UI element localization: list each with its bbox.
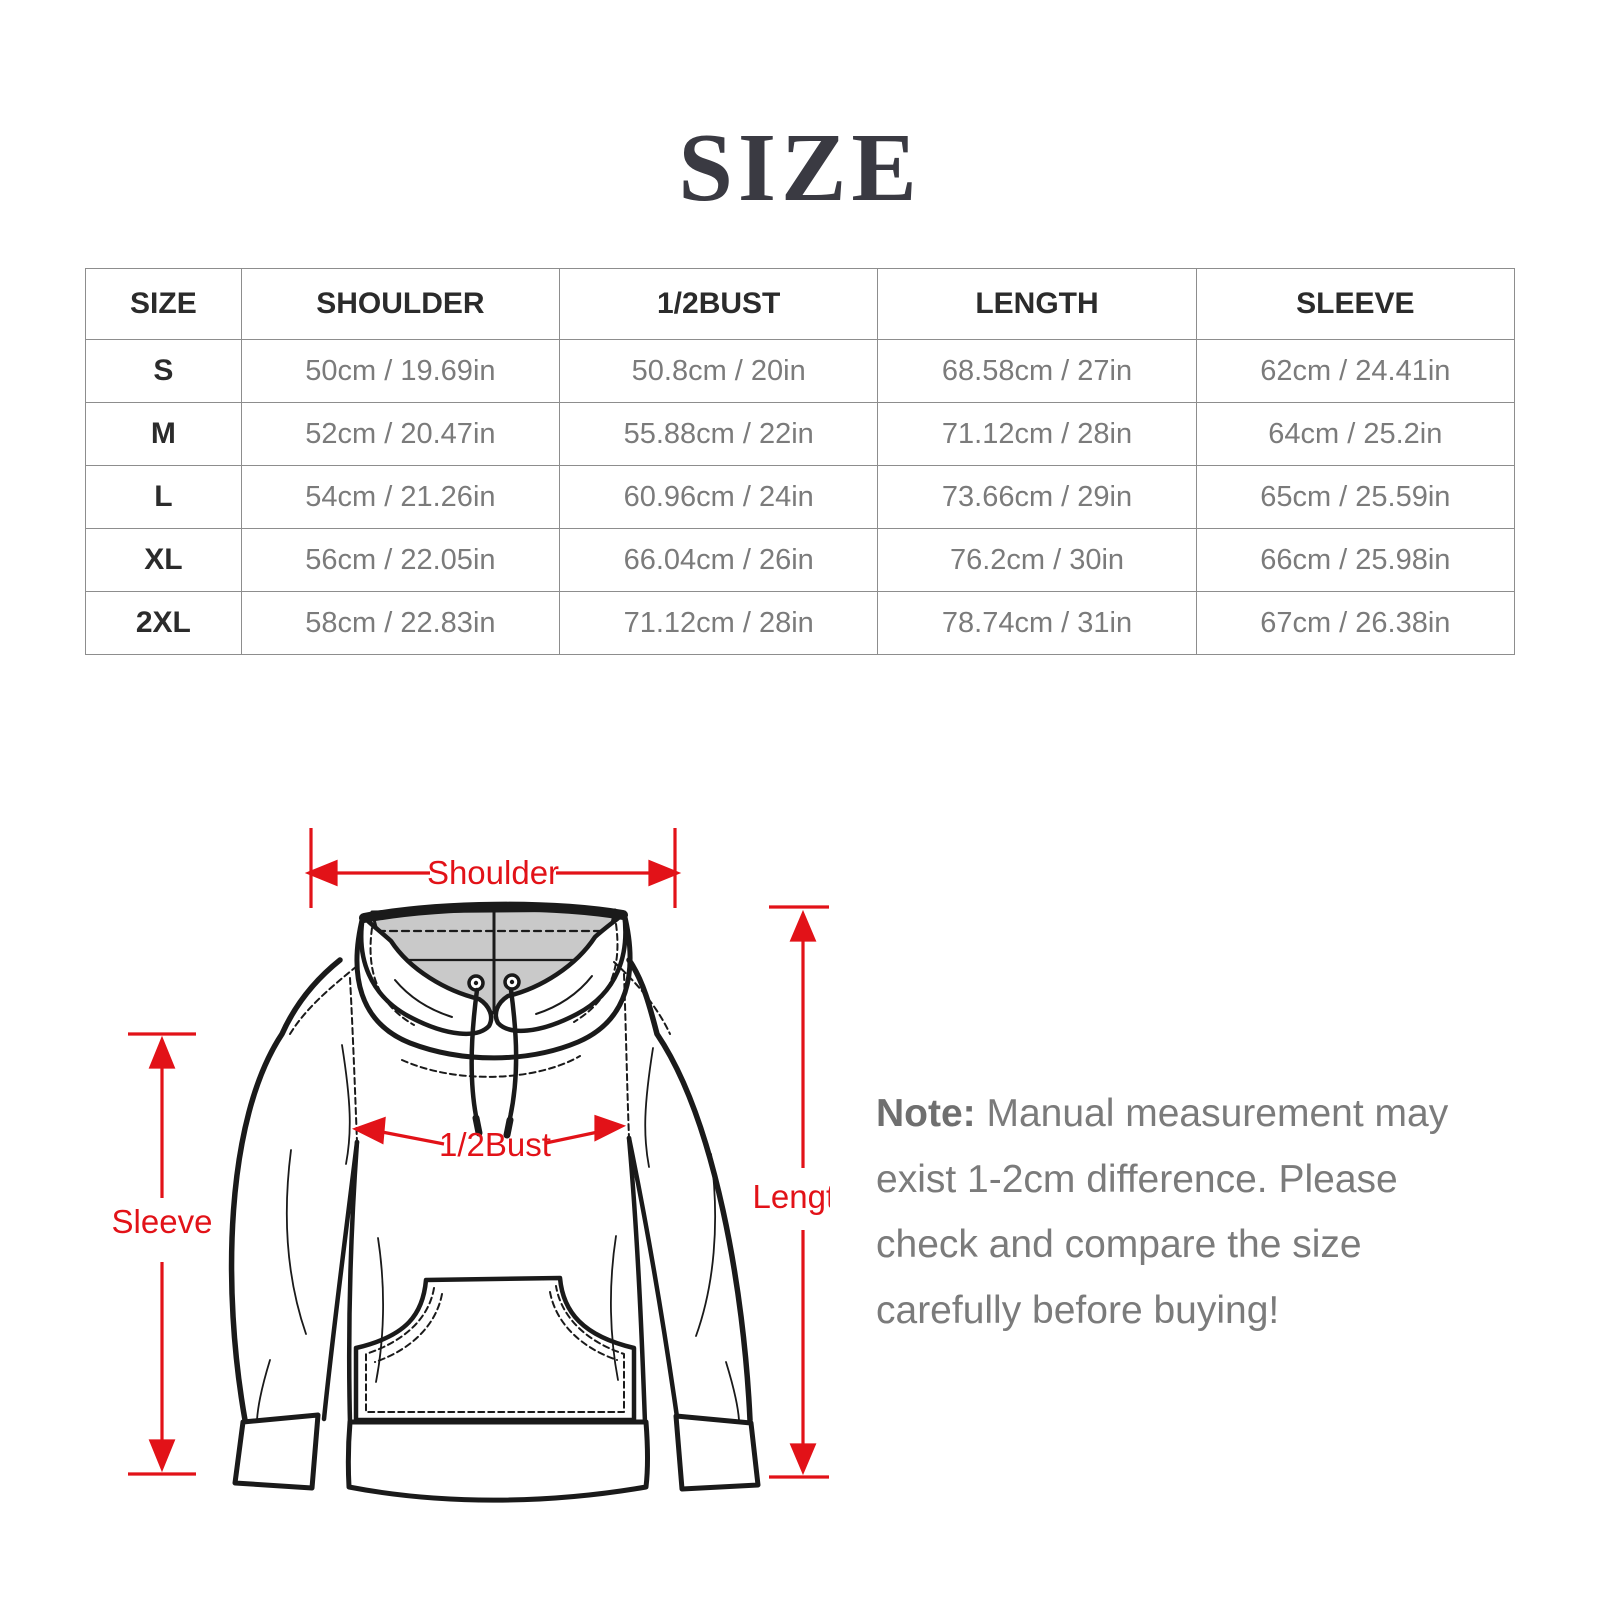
cell-sleeve: 67cm / 26.38in — [1195, 591, 1516, 655]
cell-shoulder: 54cm / 21.26in — [240, 465, 561, 529]
cell-shoulder: 50cm / 19.69in — [240, 339, 561, 403]
table-row: L 54cm / 21.26in 60.96cm / 24in 73.66cm … — [85, 465, 1516, 529]
sleeve-arrow: Sleeve — [112, 1032, 213, 1476]
cuff-right — [673, 1413, 761, 1492]
cell-size: XL — [85, 528, 242, 592]
bust-label: 1/2Bust — [439, 1126, 551, 1163]
note-text: Manual measurement may exist 1-2cm diffe… — [876, 1092, 1449, 1332]
page-title: SIZE — [678, 114, 922, 222]
table-row: XL 56cm / 22.05in 66.04cm / 26in 76.2cm … — [85, 528, 1516, 592]
table-row: M 52cm / 20.47in 55.88cm / 22in 71.12cm … — [85, 402, 1516, 466]
cell-sleeve: 65cm / 25.59in — [1195, 465, 1516, 529]
length-arrow: Length — [753, 905, 830, 1479]
cell-shoulder: 58cm / 22.83in — [240, 591, 561, 655]
cell-sleeve: 62cm / 24.41in — [1195, 339, 1516, 403]
cell-bust: 71.12cm / 28in — [559, 591, 879, 655]
cell-size: 2XL — [85, 591, 242, 655]
hoodie-drawing — [228, 901, 761, 1503]
shoulder-label: Shoulder — [427, 854, 559, 891]
cell-bust: 50.8cm / 20in — [559, 339, 879, 403]
cell-shoulder: 56cm / 22.05in — [240, 528, 561, 592]
cell-length: 73.66cm / 29in — [877, 465, 1197, 529]
table-header-row: SIZE SHOULDER 1/2BUST LENGTH SLEEVE — [85, 268, 1516, 340]
measurement-note: Note: Manual measurement may exist 1-2cm… — [876, 1081, 1476, 1343]
kangaroo-pocket — [353, 1275, 637, 1423]
hem-band — [345, 1419, 650, 1503]
dimension-arrows: Shoulder Sleeve Length — [112, 828, 830, 1479]
cell-sleeve: 66cm / 25.98in — [1195, 528, 1516, 592]
drawstring-right — [507, 987, 519, 1121]
length-label: Length — [753, 1178, 830, 1215]
table-row: 2XL 58cm / 22.83in 71.12cm / 28in 78.74c… — [85, 591, 1516, 655]
cell-shoulder: 52cm / 20.47in — [240, 402, 561, 466]
cell-sleeve: 64cm / 25.2in — [1195, 402, 1516, 466]
cell-size: L — [85, 465, 242, 529]
table-row: S 50cm / 19.69in 50.8cm / 20in 68.58cm /… — [85, 339, 1516, 403]
bust-arrow: 1/2Bust — [351, 1114, 627, 1163]
col-header-bust: 1/2BUST — [559, 268, 879, 340]
cell-size: S — [85, 339, 242, 403]
cell-length: 78.74cm / 31in — [877, 591, 1197, 655]
col-header-length: LENGTH — [877, 268, 1197, 340]
col-header-sleeve: SLEEVE — [1195, 268, 1516, 340]
col-header-shoulder: SHOULDER — [240, 268, 561, 340]
shoulder-arrow: Shoulder — [304, 828, 682, 908]
note-label: Note: — [876, 1092, 976, 1135]
cuff-left — [232, 1412, 321, 1491]
cell-length: 76.2cm / 30in — [877, 528, 1197, 592]
drawstring-left — [469, 987, 480, 1119]
cell-bust: 66.04cm / 26in — [559, 528, 879, 592]
hoodie-measurement-diagram: Shoulder Sleeve Length — [112, 828, 830, 1503]
col-header-size: SIZE — [85, 268, 242, 340]
cell-size: M — [85, 402, 242, 466]
cell-length: 68.58cm / 27in — [877, 339, 1197, 403]
sleeve-label: Sleeve — [112, 1203, 213, 1240]
cell-length: 71.12cm / 28in — [877, 402, 1197, 466]
size-table: SIZE SHOULDER 1/2BUST LENGTH SLEEVE S 50… — [85, 268, 1516, 655]
cell-bust: 60.96cm / 24in — [559, 465, 879, 529]
cell-bust: 55.88cm / 22in — [559, 402, 879, 466]
